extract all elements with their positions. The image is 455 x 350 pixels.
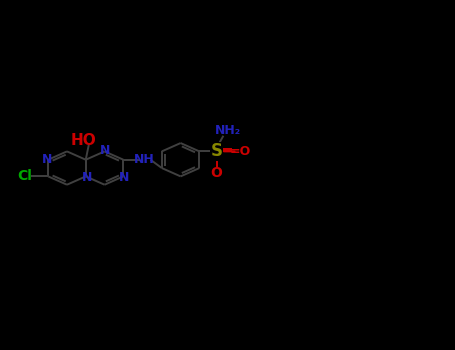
Text: =O: =O [229, 145, 251, 158]
Text: N: N [42, 153, 52, 166]
Text: O: O [211, 166, 222, 180]
Text: N: N [100, 144, 111, 157]
Text: Cl: Cl [17, 169, 32, 183]
Text: NH: NH [134, 153, 155, 166]
Text: N: N [81, 170, 92, 184]
Text: HO: HO [71, 133, 96, 148]
Text: N: N [119, 170, 130, 184]
Text: NH₂: NH₂ [215, 124, 241, 137]
Text: S: S [211, 142, 222, 160]
